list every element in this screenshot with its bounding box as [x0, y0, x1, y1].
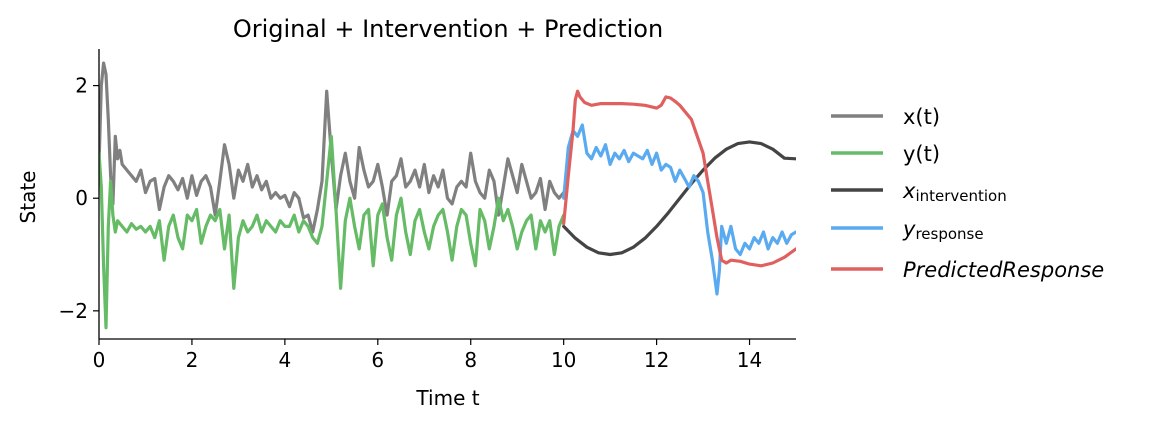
series-x-intervention-line — [562, 140, 796, 257]
x-tick-label: 0 — [93, 348, 106, 372]
plot-area — [99, 61, 796, 330]
series-y-t-line — [99, 134, 566, 330]
legend-label-y-t: y(t) — [903, 142, 940, 166]
series-y-response-line — [562, 123, 796, 296]
chart-title: Original + Intervention + Prediction — [233, 15, 663, 43]
x-axis-label: Time t — [415, 386, 479, 410]
legend-label-y-response: yresponse — [902, 217, 984, 243]
x-tick-label: 2 — [186, 348, 199, 372]
legend: x(t) y(t) xintervention yresponse PredictedR… — [831, 105, 1104, 282]
legend-label-x-intervention: xintervention — [902, 179, 1007, 205]
x-tick-label: 4 — [278, 348, 291, 372]
y-axis-label: State — [16, 171, 40, 224]
legend-label-x-t: x(t) — [903, 105, 940, 129]
x-tick-label: 6 — [371, 348, 384, 372]
series-x-t-line — [99, 61, 566, 234]
series-predicted-response-line — [562, 89, 796, 268]
x-tick-label: 10 — [551, 348, 576, 372]
y-tick-label: −2 — [59, 299, 88, 323]
x-tick-label: 12 — [644, 348, 669, 372]
axes: 0 2 4 6 8 10 12 14 −2 0 2 — [59, 49, 796, 372]
legend-label-predicted-response: PredictedResponse — [903, 258, 1104, 282]
x-tick-label: 8 — [464, 348, 477, 372]
y-tick-label: 2 — [75, 74, 88, 98]
y-tick-label: 0 — [75, 186, 88, 210]
x-tick-label: 14 — [737, 348, 762, 372]
